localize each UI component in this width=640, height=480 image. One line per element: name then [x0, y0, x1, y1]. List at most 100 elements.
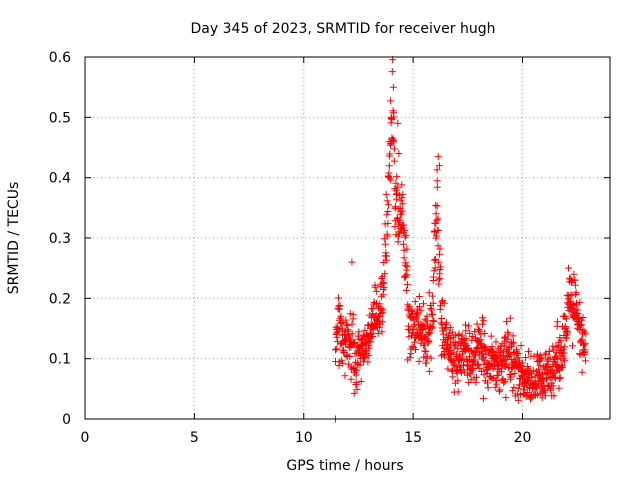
data-point: [493, 380, 501, 388]
data-point: [546, 348, 553, 355]
data-point: [554, 318, 562, 326]
data-point: [504, 330, 512, 338]
data-point: [492, 338, 500, 346]
data-point: [522, 354, 529, 362]
data-point: [439, 351, 447, 358]
data-point: [396, 216, 404, 224]
data-point: [373, 287, 381, 295]
data-point: [572, 289, 580, 297]
data-point: [510, 339, 517, 347]
data-point: [555, 375, 563, 382]
data-point: [388, 68, 396, 76]
data-point: [448, 328, 456, 336]
data-point: [538, 371, 546, 379]
data-point: [577, 322, 584, 330]
data-point: [402, 259, 410, 267]
data-point: [387, 176, 395, 184]
x-tick-label: 20: [514, 430, 532, 446]
data-point: [532, 392, 540, 399]
data-point: [578, 368, 586, 376]
data-point: [476, 327, 484, 335]
data-point: [506, 314, 514, 322]
data-point: [425, 367, 433, 375]
data-point: [460, 362, 467, 369]
data-point: [428, 292, 436, 300]
data-point: [462, 335, 470, 343]
data-point: [437, 263, 445, 271]
y-tick-label: 0: [62, 412, 71, 428]
data-point: [425, 289, 433, 297]
data-point: [444, 365, 452, 373]
data-point: [346, 353, 354, 360]
data-point: [431, 256, 438, 264]
data-point: [399, 200, 407, 208]
data-point: [492, 377, 500, 385]
data-point: [432, 201, 440, 209]
data-point: [570, 270, 578, 278]
data-point: [488, 375, 496, 383]
data-point: [517, 342, 525, 350]
data-point: [509, 387, 517, 395]
data-point: [542, 349, 550, 357]
data-point: [480, 371, 488, 379]
data-point: [562, 324, 570, 332]
x-tick-label: 15: [404, 430, 422, 446]
data-point: [422, 359, 430, 367]
data-point: [365, 344, 373, 352]
data-point: [513, 390, 521, 398]
data-point: [361, 353, 369, 361]
data-point: [433, 202, 441, 210]
data-point: [529, 366, 537, 374]
data-point: [383, 211, 391, 219]
data-point: [506, 351, 514, 359]
data-point: [361, 354, 368, 362]
data-point: [571, 305, 579, 313]
data-point: [347, 375, 355, 383]
data-point: [336, 302, 344, 309]
data-point: [516, 381, 523, 389]
data-point: [387, 113, 395, 121]
data-point: [457, 369, 465, 377]
data-point: [451, 331, 459, 339]
data-point: [469, 364, 477, 372]
data-point: [498, 368, 505, 376]
data-point: [465, 322, 472, 330]
data-point: [475, 325, 483, 333]
data-point: [446, 346, 454, 354]
points-layer: [332, 56, 590, 423]
data-point: [401, 233, 409, 241]
data-point: [371, 283, 379, 291]
data-point: [392, 186, 400, 194]
data-point: [426, 329, 434, 337]
data-point: [387, 97, 395, 105]
data-point: [429, 311, 437, 319]
data-point: [562, 315, 570, 323]
data-point: [351, 366, 359, 374]
x-tick-label: 5: [190, 430, 199, 446]
data-point: [499, 376, 507, 384]
data-point: [378, 328, 386, 336]
data-point: [556, 334, 564, 342]
data-point: [432, 219, 440, 227]
ticks-layer: 0 0.1 0.2 0.3 0.4 0.5 0.6 0 5 10 15 20: [49, 50, 610, 446]
data-point: [479, 395, 487, 403]
data-point: [409, 325, 417, 333]
data-point: [422, 348, 430, 356]
data-point: [398, 194, 406, 202]
data-point: [479, 320, 486, 328]
data-point: [434, 227, 442, 234]
data-point: [516, 391, 524, 399]
data-point: [471, 356, 479, 364]
data-point: [435, 276, 443, 284]
data-point: [537, 354, 545, 362]
data-point: [456, 351, 464, 359]
data-point: [450, 343, 458, 351]
data-point: [395, 220, 403, 228]
x-tick-label: 0: [81, 430, 90, 446]
data-point: [539, 370, 547, 378]
data-point: [394, 119, 402, 127]
data-point: [434, 215, 442, 223]
data-point: [455, 330, 463, 338]
data-point: [496, 386, 504, 394]
